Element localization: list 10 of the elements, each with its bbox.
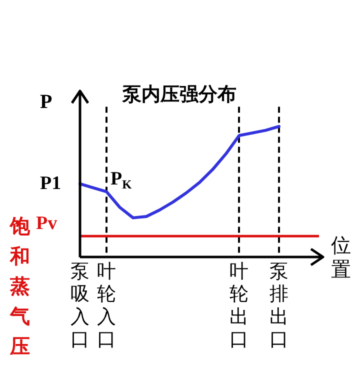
y-axis-title: P [40, 90, 52, 113]
x-tick-label: 泵排出口 [270, 260, 288, 351]
x-tick-label: 泵吸入口 [70, 260, 90, 351]
text: 饱和蒸气压 [9, 214, 31, 358]
annotation: P1 [40, 172, 62, 194]
x-axis-title: 位置 [331, 233, 351, 282]
x-tick-label: 叶轮入口 [97, 260, 116, 351]
chart-title: 泵内压强分布 [122, 83, 236, 106]
ref-line-label: Pv [36, 213, 58, 234]
x-tick-label: 叶轮出口 [230, 260, 249, 351]
